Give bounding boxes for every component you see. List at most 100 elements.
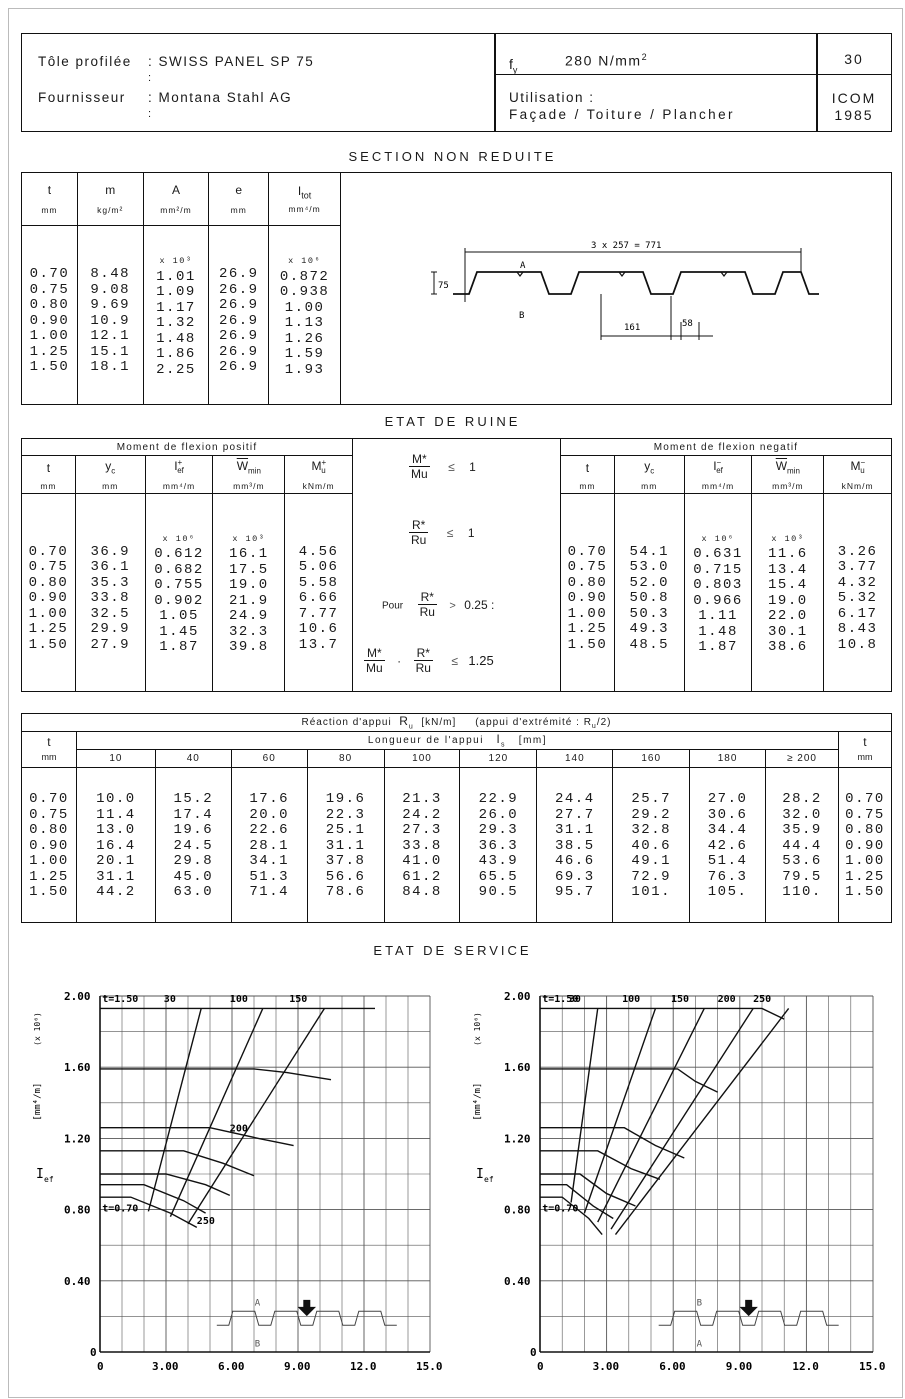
series-label: 200 [230, 1123, 248, 1134]
col-m: m [105, 183, 116, 197]
table-cell: 1.25 [28, 621, 69, 638]
cond-r-den: Ru [415, 661, 431, 675]
reaction-col-header: 100 [412, 753, 432, 764]
table-cell: 33.8 [90, 590, 131, 607]
cond-r-den: Ru [419, 605, 435, 619]
unit-label: kNm/m [302, 481, 335, 491]
series-label: t=0.70 [102, 1203, 138, 1214]
table-cell: 2.25 [156, 361, 196, 378]
unit-label: kg/m² [97, 205, 124, 215]
table-cell: 17.6 [249, 791, 289, 808]
table-cell: 24.5 [173, 837, 214, 854]
profile-point-a: A [520, 261, 526, 271]
y-tick-label: 1.20 [64, 1132, 91, 1145]
mult-label: x 10³ [159, 256, 193, 266]
table-cell: 43.9 [478, 853, 519, 870]
table-cell: 44.2 [96, 884, 136, 901]
col-yc: yc [644, 458, 655, 475]
reaction-col-header: 140 [564, 753, 585, 764]
curve-series-7 [147, 1008, 202, 1212]
table-cell: 11.6 [768, 546, 808, 562]
table-cell: 1.50 [29, 884, 69, 901]
table-cell: 101. [631, 884, 671, 901]
table-cell: 37.8 [325, 853, 366, 870]
table-cell: 0.70 [845, 791, 885, 808]
cond-r-num: R* [417, 590, 437, 605]
table-cell: 0.90 [567, 590, 608, 607]
table-cell: 13.7 [298, 636, 339, 653]
table-cell: 0.902 [154, 592, 204, 609]
series-label: 150 [289, 994, 307, 1005]
table-cell: 1.50 [28, 636, 69, 653]
unit-label: mm⁴/m [701, 481, 735, 491]
table-cell: 49.3 [629, 621, 670, 638]
table-cell: 27.3 [402, 822, 442, 839]
table-cell: 32.0 [782, 806, 822, 823]
series-label: 200 [718, 994, 736, 1005]
table-cell: 1.09 [156, 284, 196, 300]
x-tick-label: 9.00 [284, 1360, 311, 1373]
x-tick-label: 0 [537, 1360, 544, 1373]
inset-point-bottom: A [697, 1340, 703, 1350]
table-cell: 4.56 [298, 543, 339, 560]
profile-height-label: 75 [438, 281, 449, 291]
unit-label: mm [41, 205, 58, 215]
section1-title: SECTION NON REDUITE [348, 149, 557, 164]
mult-label: x 10³ [232, 533, 266, 544]
reaction-mm-label: mm [41, 752, 57, 762]
table-cell: 51.4 [707, 853, 748, 870]
table-cell: 20.0 [249, 806, 289, 823]
table-cell: 34.4 [707, 822, 748, 839]
table-cell: 6.17 [837, 605, 878, 622]
table-cell: 5.06 [298, 559, 339, 576]
table-cell: 26.0 [478, 806, 519, 823]
table-cell: 26.9 [218, 343, 259, 360]
y-tick-label: 0.40 [504, 1275, 531, 1288]
table-cell: 31.1 [554, 822, 595, 839]
table-cell: 25.7 [631, 791, 671, 808]
col-e: e [235, 183, 243, 197]
col-itot: Itot [297, 183, 312, 201]
col-wmin: Wmin [236, 458, 261, 475]
col-yc: yc [105, 458, 116, 475]
table-cell: 24.9 [229, 608, 269, 624]
table-cell: 0.966 [693, 592, 743, 609]
table-cell: 1.25 [29, 868, 69, 885]
table-cell: 10.9 [90, 312, 131, 329]
table-cell: 11.4 [96, 806, 136, 823]
table-cell: 78.6 [325, 884, 366, 901]
table-cell: 1.25 [845, 868, 885, 885]
ruine-table-title: Moment de flexion positif [116, 441, 258, 453]
table-cell: 48.5 [629, 636, 670, 653]
unit-label: mm⁴/m [288, 204, 321, 215]
series-label: 150 [671, 994, 689, 1005]
length-label: Longueur de l'appui [367, 735, 484, 747]
ruine-negative-table: Moment de flexion negatif t mm yc mm I−ef mm⁴/… [560, 438, 892, 692]
inset-point-top: B [697, 1299, 702, 1309]
reaction-col-header: 60 [262, 753, 276, 764]
table-cell: 22.9 [478, 791, 519, 808]
cond-le: ≤ [451, 653, 458, 668]
table-cell: 3.77 [837, 559, 878, 576]
table-cell: 20.1 [96, 853, 136, 870]
table-cell: 0.715 [693, 561, 743, 578]
curve-series-2 [100, 1127, 294, 1147]
table-cell: 1.25 [29, 343, 70, 360]
x-tick-label: 3.00 [593, 1360, 620, 1373]
table-cell: 21.3 [402, 791, 442, 808]
ruine-positive-table: Moment de flexion positif t mm yc mm I+ef mm⁴/… [21, 438, 353, 692]
y-tick-label: 0.40 [64, 1275, 91, 1288]
table-cell: 0.70 [29, 266, 70, 283]
profile-flange-label: 58 [682, 319, 693, 329]
col-ief: I−ef [713, 457, 723, 475]
y-axis-multiplier: (x 10⁶) [33, 1012, 42, 1046]
table-cell: 0.872 [279, 268, 330, 285]
table-cell: 0.612 [154, 546, 204, 562]
ruine-title: ETAT DE RUINE [384, 414, 521, 429]
mult-label: x 10³ [771, 533, 805, 544]
table-cell: 1.32 [156, 315, 196, 331]
table-cell: 49.1 [631, 853, 671, 870]
table-cell: 63.0 [173, 884, 214, 901]
unit-label: mm [40, 481, 57, 491]
y-axis-label: I [36, 1167, 44, 1182]
